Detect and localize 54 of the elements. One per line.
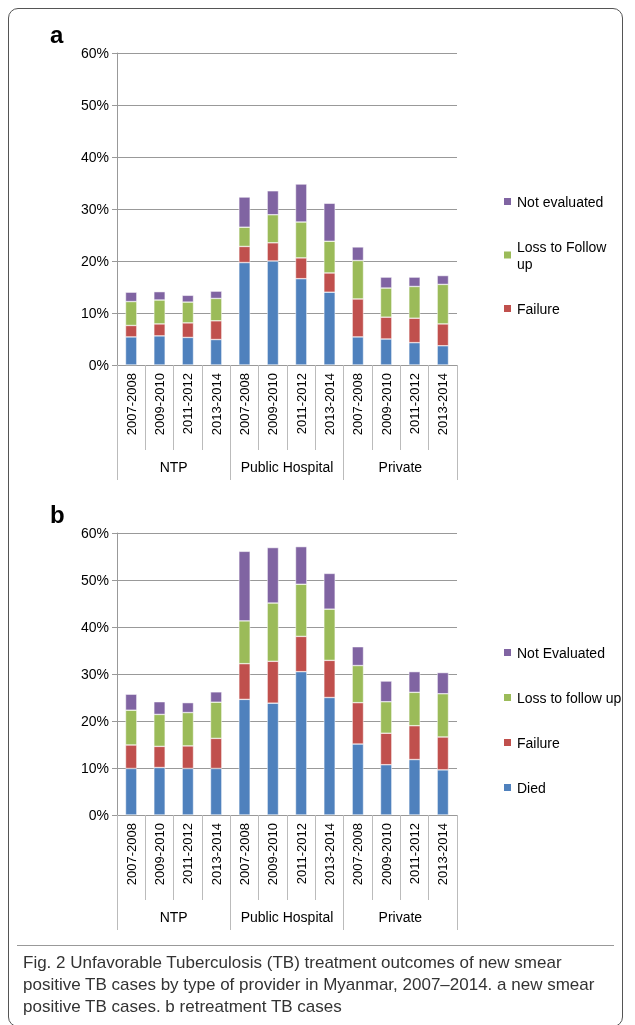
x-tick-label: 2011-2012 [407,823,422,885]
x-tick-label: 2009-2010 [152,823,167,886]
legend-label: Failure [517,300,561,317]
y-tick-label: 20% [80,253,109,269]
x-tick-label: 2013-2014 [208,373,224,436]
text: NTP [159,459,188,475]
legend-label: Loss to follow up [517,689,622,706]
text: Private [378,459,423,475]
y-tick-label: 20% [80,713,109,729]
chart-title: a [50,20,64,48]
x-tick-label: 2007-2008 [237,823,252,886]
y-tick-label: 50% [80,572,109,588]
x-tick-label: 2013-2014 [322,823,337,886]
legend-label: Failure [517,734,561,751]
x-tick-label: 2011-2012 [180,373,196,435]
text: NTP [159,909,188,925]
caption: Fig. 2 Unfavorable Tuberculosis (TB) treatment outcomes of new smear positive TB cases by type of provider in Myanmar, 2007–2014. a new smear positive TB cases. b retreatment TB cases [17,945,614,1018]
y-tick-label: 0% [88,357,109,373]
y-tick-label: 60% [80,525,109,541]
text: Public Hospital [240,459,334,475]
y-tick-label: 10% [80,760,109,776]
legend-label: Died [517,779,546,796]
chart-title: b [50,500,65,528]
x-tick-label: 2007-2008 [123,823,139,886]
y-tick-label: 60% [80,45,109,61]
y-tick-label: 50% [80,97,109,113]
y-tick-label: 40% [80,619,109,635]
x-tick-label: 2013-2014 [322,373,337,436]
y-tick-label: 30% [80,666,109,682]
x-tick-label: 2011-2012 [407,373,422,435]
x-tick-label: 2011-2012 [180,823,196,885]
y-tick-label: 30% [80,201,109,217]
y-tick-label: 0% [88,807,109,823]
text: Public Hospital [240,909,334,925]
x-tick-label: 2009-2010 [265,373,281,436]
legend-label: Not evaluated [517,193,604,210]
x-tick-label: 2007-2008 [123,373,139,436]
x-tick-label: 2009-2010 [378,823,394,886]
text: Private [378,909,423,925]
legend-label: Not Evaluated [517,644,605,661]
x-tick-label: 2007-2008 [237,373,252,436]
x-tick-label: 2009-2010 [378,373,394,436]
y-tick-label: 10% [80,305,109,321]
x-tick-label: 2009-2010 [152,373,167,436]
x-tick-label: 2013-2014 [208,823,224,886]
x-tick-label: 2013-2014 [435,823,451,886]
x-tick-label: 2007-2008 [350,823,366,886]
x-tick-label: 2011-2012 [293,823,309,885]
x-tick-label: 2007-2008 [350,373,366,436]
x-tick-label: 2009-2010 [265,823,281,886]
x-tick-label: 2011-2012 [293,373,309,435]
y-tick-label: 40% [80,149,109,165]
legend-label: Loss to Follow up [517,238,611,272]
x-tick-label: 2013-2014 [435,373,451,436]
